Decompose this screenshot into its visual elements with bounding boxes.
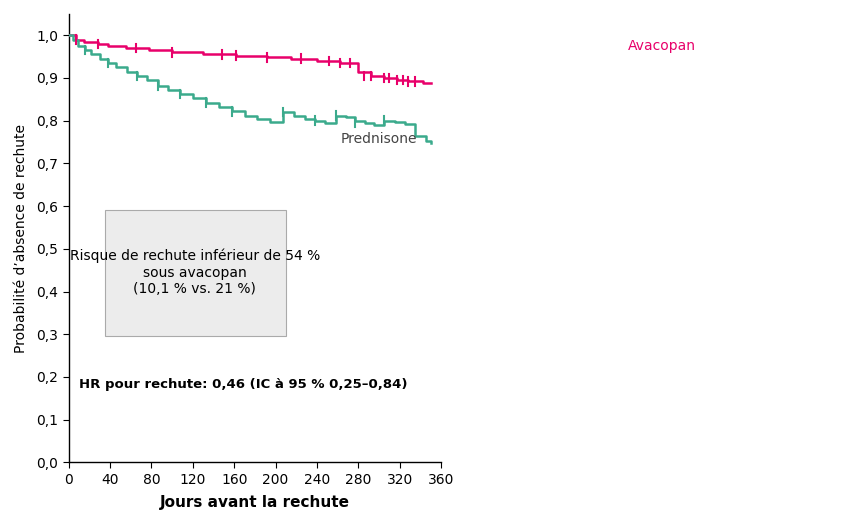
Y-axis label: Probabilité d’absence de rechute: Probabilité d’absence de rechute <box>14 124 28 353</box>
Text: Avacopan: Avacopan <box>627 39 694 53</box>
X-axis label: Jours avant la rechute: Jours avant la rechute <box>160 495 350 510</box>
FancyBboxPatch shape <box>105 210 286 336</box>
Text: HR pour rechute: 0,46 (IC à 95 % 0,25–0,84): HR pour rechute: 0,46 (IC à 95 % 0,25–0,… <box>78 378 407 390</box>
Text: Prednisone: Prednisone <box>340 132 417 146</box>
Text: Risque de rechute inférieur de 54 %
sous avacopan
(10,1 % vs. 21 %): Risque de rechute inférieur de 54 % sous… <box>70 249 320 296</box>
